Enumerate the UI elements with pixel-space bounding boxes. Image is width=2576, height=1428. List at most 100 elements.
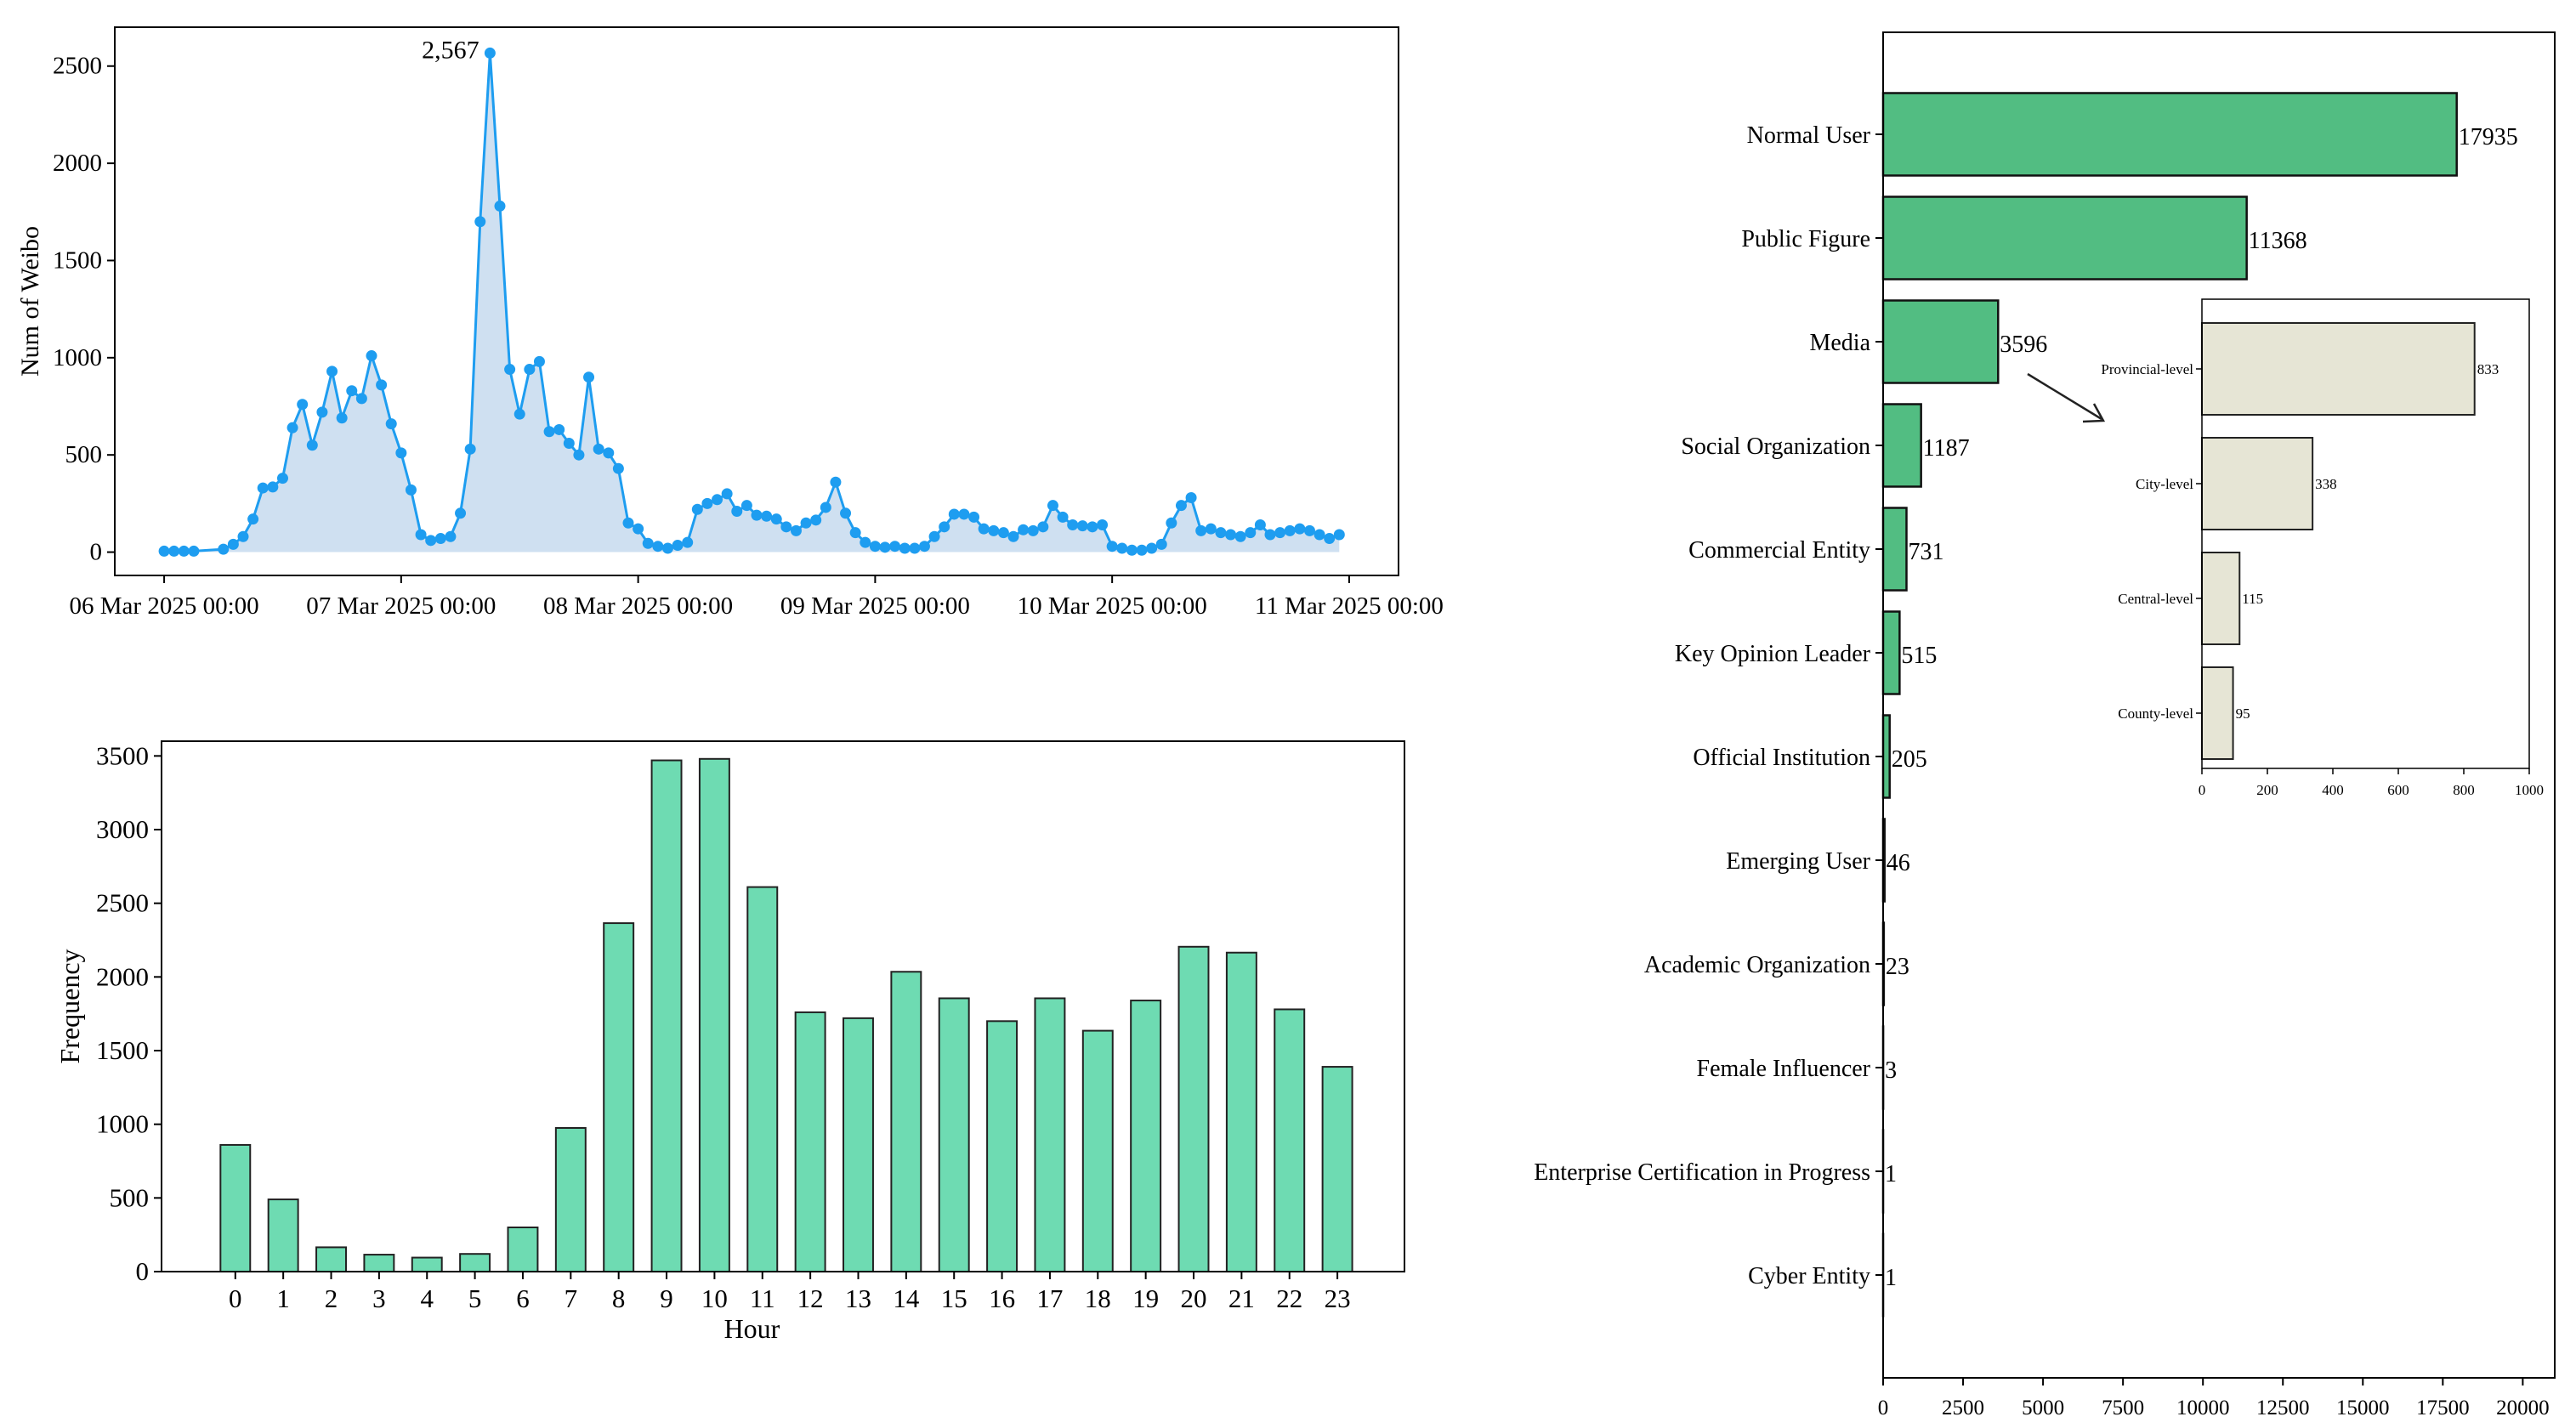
timeline-point-34 [494, 200, 506, 212]
inset-value-3: 95 [2236, 706, 2250, 722]
timeline-y-tick-label-1500: 1500 [53, 246, 102, 274]
user-type-x-tick-label-5000: 5000 [2022, 1397, 2064, 1420]
hour-bar-13 [843, 1017, 874, 1273]
hour-bar-9 [650, 759, 683, 1272]
hour-x-tick-label-13: 13 [845, 1284, 871, 1313]
timeline-point-83 [978, 523, 990, 535]
timeline-point-21 [366, 350, 377, 362]
hour-x-tick-label-12: 12 [797, 1284, 824, 1313]
hour-bar-22 [1274, 1008, 1306, 1272]
timeline-point-65 [800, 517, 812, 529]
user-type-label-8: Academic Organization [1644, 952, 1870, 978]
hour-x-tick-label-8: 8 [612, 1284, 626, 1313]
timeline-point-38 [533, 355, 545, 367]
inset-bar-1 [2201, 437, 2314, 530]
hour-bar-10 [698, 757, 730, 1272]
timeline-point-57 [721, 488, 733, 500]
timeline-point-110 [1245, 527, 1257, 539]
timeline-point-40 [553, 423, 565, 435]
timeline-point-14 [297, 399, 309, 411]
timeline-point-66 [810, 514, 822, 526]
timeline-point-113 [1274, 527, 1286, 539]
timeline-point-46 [612, 462, 624, 474]
timeline-point-24 [395, 447, 407, 459]
hour-x-tick-label-1: 1 [276, 1284, 290, 1313]
timeline-point-44 [593, 443, 604, 455]
timeline-point-111 [1254, 519, 1266, 531]
timeline-point-29 [445, 530, 457, 542]
timeline-plot-frame [114, 26, 1399, 576]
timeline-point-97 [1116, 542, 1128, 554]
timeline-point-87 [1018, 524, 1030, 536]
timeline-point-2 [178, 545, 190, 557]
timeline-point-61 [761, 510, 773, 522]
user-type-label-5: Key Opinion Leader [1675, 641, 1871, 667]
timeline-point-82 [968, 511, 980, 523]
inset-label-0: Provincial-level [2101, 361, 2193, 377]
timeline-point-86 [1007, 530, 1019, 542]
hour-x-tick-label-3: 3 [372, 1284, 386, 1313]
timeline-peak-annotation: 2,567 [422, 36, 479, 64]
timeline-x-tick-label-4: 10 Mar 2025 00:00 [1018, 592, 1207, 620]
hour-y-tick-label-3500: 3500 [96, 740, 149, 770]
user-type-bar-chart: Normal User 17935 Public Figure 11368 Media 3… [1534, 31, 2556, 1420]
timeline-point-7 [227, 538, 239, 550]
user-type-value-8: 23 [1886, 954, 1909, 980]
user-type-x-tick-label-20000: 20000 [2496, 1397, 2550, 1420]
hour-bar-1 [267, 1198, 299, 1272]
timeline-point-77 [918, 541, 930, 552]
hour-x-tick-label-16: 16 [989, 1284, 1015, 1313]
hour-x-tick-label-6: 6 [516, 1284, 530, 1313]
user-type-value-6: 205 [1892, 746, 1927, 773]
timeline-point-26 [415, 529, 427, 541]
hour-bar-15 [938, 997, 970, 1272]
inset-label-3: County-level [2118, 706, 2193, 722]
user-type-value-3: 1187 [1923, 435, 1970, 462]
timeline-point-49 [642, 537, 654, 549]
hour-y-tick-label-1500: 1500 [96, 1035, 149, 1065]
timeline-point-59 [740, 500, 752, 512]
hour-bar-3 [363, 1254, 395, 1272]
timeline-point-25 [405, 484, 417, 496]
timeline-point-23 [385, 418, 397, 430]
timeline-point-18 [336, 412, 348, 424]
timeline-x-tick-label-3: 09 Mar 2025 00:00 [780, 592, 970, 620]
hour-x-tick-label-7: 7 [565, 1284, 578, 1313]
inset-value-0: 833 [2477, 361, 2499, 377]
timeline-point-109 [1234, 530, 1246, 542]
timeline-point-3 [188, 545, 200, 557]
timeline-point-64 [790, 524, 802, 536]
timeline-point-89 [1037, 521, 1049, 533]
hour-x-tick-label-23: 23 [1325, 1284, 1351, 1313]
hour-y-tick-label-1000: 1000 [96, 1109, 149, 1139]
hour-x-tick-label-17: 17 [1036, 1284, 1063, 1313]
user-type-label-9: Female Influencer [1697, 1056, 1871, 1082]
timeline-x-tick-label-2: 08 Mar 2025 00:00 [543, 592, 733, 620]
timeline-y-tick-label-500: 500 [65, 441, 103, 468]
timeline-point-90 [1047, 500, 1058, 512]
inset-x-tick-label-1000: 1000 [2515, 782, 2544, 798]
timeline-point-76 [909, 542, 921, 554]
hour-bar-2 [315, 1246, 347, 1273]
timeline-point-33 [484, 47, 496, 59]
timeline-point-95 [1097, 519, 1109, 531]
inset-label-1: City-level [2136, 476, 2193, 492]
user-type-value-5: 515 [1901, 643, 1937, 669]
timeline-point-39 [543, 426, 555, 438]
timeline-point-75 [899, 542, 911, 554]
inset-plot-frame [2201, 298, 2530, 769]
timeline-point-27 [425, 535, 437, 547]
hour-bar-14 [890, 971, 922, 1273]
timeline-x-tick-label-5: 11 Mar 2025 00:00 [1255, 592, 1444, 620]
timeline-point-85 [997, 527, 1009, 539]
hour-x-tick-label-14: 14 [893, 1284, 920, 1313]
timeline-point-104 [1185, 492, 1197, 504]
timeline-point-51 [661, 542, 673, 554]
timeline-point-50 [652, 541, 664, 552]
timeline-point-107 [1215, 527, 1227, 539]
user-type-x-tick-label-17500: 17500 [2416, 1397, 2470, 1420]
hour-bar-20 [1177, 945, 1210, 1273]
user-type-label-3: Social Organization [1681, 434, 1870, 460]
